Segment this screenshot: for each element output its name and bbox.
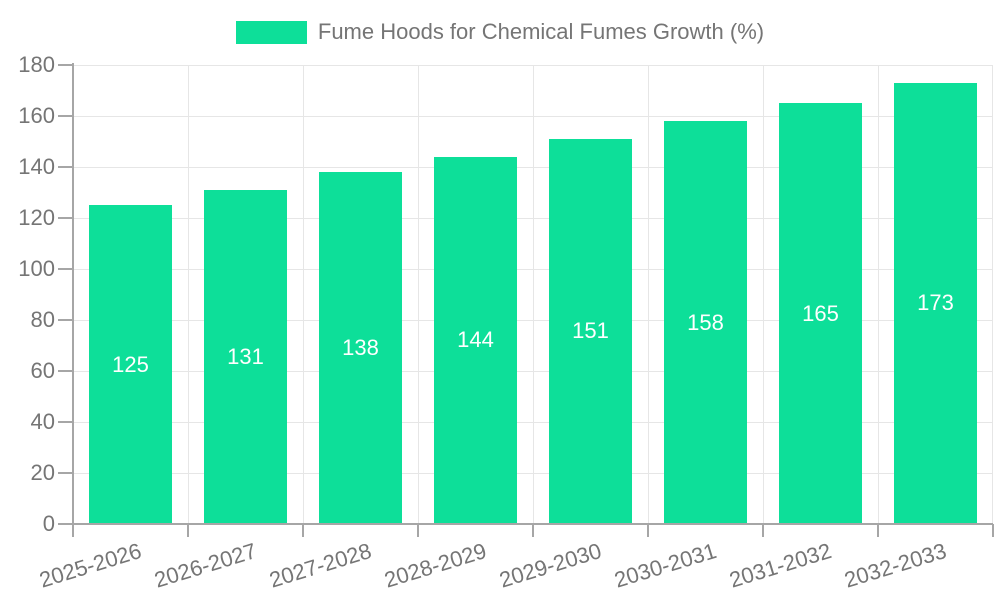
x-gridline: [532, 65, 534, 524]
x-axis-tick: [877, 524, 879, 537]
x-axis-tick: [992, 524, 994, 537]
bar[interactable]: 158: [664, 121, 747, 524]
y-axis-tick: [58, 472, 73, 474]
y-axis-tick-label: 140: [18, 154, 55, 179]
x-axis-tick: [762, 524, 764, 537]
bar[interactable]: 173: [894, 82, 977, 524]
bar[interactable]: 165: [779, 103, 862, 524]
y-axis-tick: [58, 166, 73, 168]
bar-value-label: 144: [457, 327, 494, 353]
legend-swatch: [235, 20, 307, 44]
x-axis-tick: [417, 524, 419, 537]
y-axis-tick-label: 160: [18, 103, 55, 128]
bar-value-label: 158: [687, 309, 724, 335]
x-axis-tick: [532, 524, 534, 537]
y-axis-tick-label: 60: [30, 358, 55, 383]
y-axis-tick: [58, 268, 73, 270]
y-axis-tick-label: 0: [42, 511, 55, 536]
y-axis-tick: [58, 319, 73, 321]
bar-value-label: 138: [342, 335, 379, 361]
y-axis-tick-label: 180: [18, 52, 55, 77]
legend-label: Fume Hoods for Chemical Fumes Growth (%): [317, 19, 765, 44]
y-axis-tick: [58, 421, 73, 423]
x-gridline: [647, 65, 649, 524]
bar-value-label: 151: [572, 318, 609, 344]
y-axis-tick: [58, 64, 73, 66]
bar-value-label: 125: [112, 351, 149, 377]
x-gridline: [991, 65, 993, 524]
legend[interactable]: Fume Hoods for Chemical Fumes Growth (%): [0, 19, 1000, 45]
y-axis-tick: [58, 523, 73, 525]
bar-value-label: 165: [802, 300, 839, 326]
x-axis-tick: [187, 524, 189, 537]
x-gridline: [187, 65, 189, 524]
bar-value-label: 173: [917, 290, 954, 316]
x-axis-tick: [647, 524, 649, 537]
x-gridline: [762, 65, 764, 524]
plot-area: 125 131 138 144 151 158 165 173: [73, 64, 993, 524]
x-gridline: [877, 65, 879, 524]
y-axis-tick: [58, 115, 73, 117]
y-axis-tick-label: 100: [18, 256, 55, 281]
y-axis-line: [72, 63, 74, 537]
y-axis-tick-label: 80: [30, 307, 55, 332]
y-axis-tick-label: 20: [30, 460, 55, 485]
bar[interactable]: 125: [89, 205, 172, 524]
x-axis-tick: [302, 524, 304, 537]
bar[interactable]: 144: [434, 156, 517, 524]
bar[interactable]: 138: [319, 172, 402, 524]
y-axis-tick: [58, 217, 73, 219]
y-axis-tick-label: 120: [18, 205, 55, 230]
x-gridline: [417, 65, 419, 524]
y-axis-tick: [58, 370, 73, 372]
y-axis-tick-label: 40: [30, 409, 55, 434]
x-gridline: [302, 65, 304, 524]
bar-value-label: 131: [227, 343, 264, 369]
x-axis-tick: [72, 524, 74, 537]
bar[interactable]: 131: [204, 189, 287, 524]
bar[interactable]: 151: [549, 138, 632, 524]
